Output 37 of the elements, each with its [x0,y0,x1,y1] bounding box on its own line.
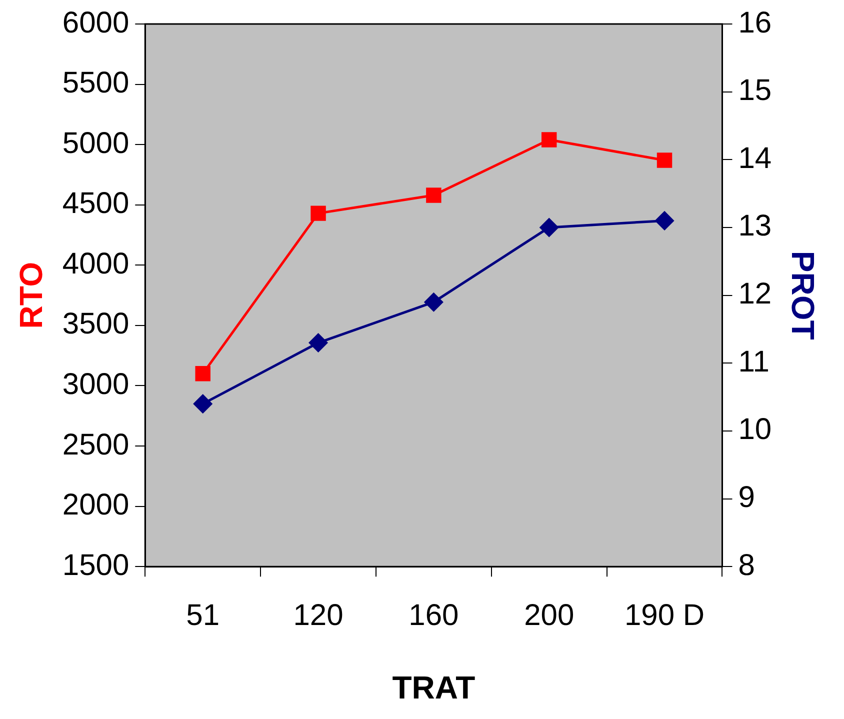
y-tick-label: 4500 [62,187,130,220]
point [656,152,672,168]
point [426,188,442,203]
y2-tick-label: 9 [738,481,755,514]
y2-axis-title: PROT [784,250,821,340]
point [540,218,558,237]
y-axis-title: RTO [13,262,50,329]
y-tick-label: 3500 [62,308,130,341]
y2-tick-label: 11 [738,345,770,378]
y2-tick-label: 8 [738,548,755,582]
x-tick-label: 200 [524,598,574,632]
x-tick-label: 120 [293,598,344,632]
y-tick-label: 2500 [62,428,130,462]
point [541,132,557,148]
x-tick-label: 190 D [624,598,705,632]
y2-tick-label: 10 [738,413,772,446]
y2-tick-label: 15 [738,74,772,108]
y-tick-label: 5000 [62,126,130,160]
x-axis-title: TRAT [392,670,476,706]
x-tick-label: 51 [186,598,220,632]
point [424,292,443,312]
y-tick-label: 1500 [62,548,130,582]
y-tick-label: 6000 [62,6,130,40]
y-tick-label: 5500 [62,66,130,100]
y2-tick-label: 12 [738,278,772,311]
point [310,206,326,221]
point [195,366,210,382]
point [194,394,212,414]
y-tick-label: 3000 [62,368,130,401]
point [655,211,674,230]
y-tick-label: 4000 [62,247,130,280]
x-tick-label: 160 [408,598,459,632]
point [309,334,328,352]
y2-tick-label: 13 [738,210,772,243]
y2-tick-label: 14 [738,142,772,175]
y2-tick-label: 16 [738,6,772,40]
y-tick-label: 2000 [62,488,130,522]
